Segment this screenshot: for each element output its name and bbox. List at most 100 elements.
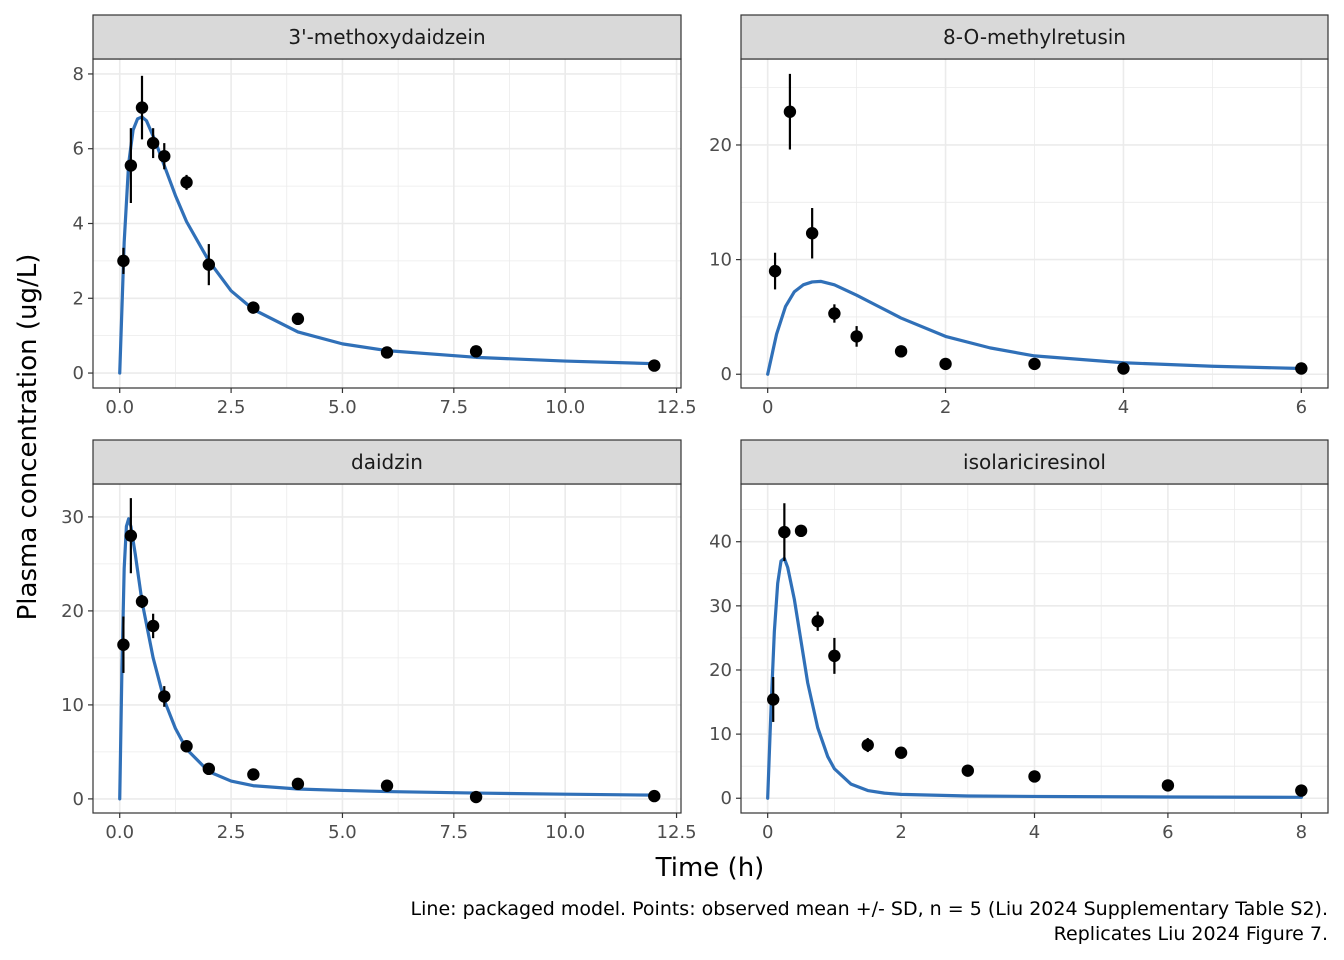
y-tick-label: 0 <box>721 364 732 385</box>
observed-point <box>135 595 149 608</box>
x-tick-label: 4 <box>1118 397 1129 418</box>
observed-point <box>811 615 824 628</box>
observed-point <box>861 738 874 752</box>
facet-strip-label: 3'-methoxydaidzein <box>288 25 485 49</box>
y-tick-label: 10 <box>709 250 732 271</box>
observed-point <box>648 789 661 803</box>
observed-point <box>117 638 130 651</box>
observed-point <box>158 150 171 163</box>
x-tick-label: 4 <box>1029 822 1040 843</box>
y-tick-label: 20 <box>61 601 84 622</box>
y-tick-label: 0 <box>721 788 732 809</box>
caption-line-1: Line: packaged model. Points: observed m… <box>411 898 1328 920</box>
observed-point <box>247 301 260 314</box>
y-tick-label: 40 <box>709 532 732 553</box>
observed-point <box>805 227 819 240</box>
y-tick-label: 20 <box>709 135 732 156</box>
y-tick-label: 30 <box>61 507 84 528</box>
x-tick-label: 12.5 <box>657 822 697 843</box>
x-tick-label: 12.5 <box>657 397 697 418</box>
x-tick-label: 0.0 <box>105 397 134 418</box>
observed-point <box>768 264 782 278</box>
x-tick-label: 10.0 <box>545 397 585 418</box>
facet-strip <box>740 439 1329 485</box>
observed-point <box>767 693 780 706</box>
y-axis-title: Plasma concentration (ug/L) <box>13 254 43 621</box>
caption-line-2: Replicates Liu 2024 Figure 7. <box>1054 923 1328 945</box>
observed-point <box>124 529 138 542</box>
observed-point <box>146 619 160 633</box>
y-tick-label: 0 <box>73 363 84 384</box>
facet-panel-isolariciresinol: 0 2 4 6 8 0 10 20 30 40 isolariciresinol <box>709 439 1329 843</box>
y-tick-label: 30 <box>709 596 732 617</box>
facet-strip <box>740 14 1329 60</box>
observed-point <box>828 649 841 663</box>
observed-point <box>158 690 171 703</box>
x-tick-label: 5.0 <box>328 397 357 418</box>
observed-point <box>202 258 216 271</box>
facet-strip <box>92 439 682 485</box>
facet-strip <box>92 14 682 60</box>
x-tick-label: 5.0 <box>328 822 357 843</box>
x-tick-label: 2 <box>940 397 951 418</box>
observed-point <box>146 136 160 150</box>
x-tick-label: 0 <box>762 397 773 418</box>
model-line-isolariciresinol <box>766 556 1303 800</box>
observed-point <box>939 357 952 371</box>
observed-point <box>1117 362 1130 375</box>
observed-point <box>894 746 908 759</box>
facet-strip-label: 8-O-methylretusin <box>943 25 1126 49</box>
facet-panel-daidzin: 0.0 2.5 5.0 7.5 10.0 12.5 0 10 20 30 daidzin <box>61 439 697 843</box>
observed-point <box>783 105 797 118</box>
observed-point <box>117 254 130 268</box>
observed-point <box>380 346 394 359</box>
observed-point <box>124 159 138 172</box>
facet-panel-3-methoxydaidzein: 0.0 2.5 5.0 7.5 10.0 12.5 0 2 4 6 8 3'-methoxydaidz… <box>73 14 697 418</box>
x-tick-label: 7.5 <box>439 822 468 843</box>
observed-point <box>135 101 149 114</box>
observed-point <box>794 524 808 538</box>
observed-point <box>1161 779 1175 792</box>
observed-point <box>469 790 483 804</box>
observed-point <box>180 176 193 189</box>
observed-point <box>894 345 908 358</box>
observed-point <box>469 345 483 358</box>
x-tick-label: 10.0 <box>545 822 585 843</box>
facet-strip-label: isolariciresinol <box>963 450 1106 474</box>
observed-point <box>291 777 305 791</box>
x-tick-label: 6 <box>1296 397 1307 418</box>
panel-background <box>93 484 681 813</box>
model-line-8-o-methylretusin <box>766 279 1303 376</box>
y-tick-label: 0 <box>73 789 84 810</box>
observed-point <box>961 764 974 777</box>
facet-strip-label: daidzin <box>351 450 423 474</box>
y-tick-label: 10 <box>61 695 84 716</box>
x-tick-label: 2.5 <box>217 822 246 843</box>
observed-point <box>202 762 216 776</box>
x-tick-label: 0.0 <box>105 822 134 843</box>
observed-point <box>1028 770 1041 783</box>
observed-point <box>291 312 305 326</box>
observed-point <box>1295 784 1308 797</box>
observed-point <box>380 779 394 792</box>
observed-point <box>180 740 193 753</box>
observed-point <box>247 768 260 781</box>
x-tick-label: 8 <box>1296 822 1307 843</box>
x-tick-label: 7.5 <box>439 397 468 418</box>
model-line-daidzin <box>118 517 656 801</box>
x-tick-label: 2.5 <box>217 397 246 418</box>
x-axis-title: Time (h) <box>655 853 765 883</box>
x-tick-label: 6 <box>1162 822 1173 843</box>
observed-point <box>648 359 661 372</box>
y-tick-label: 20 <box>709 660 732 681</box>
y-tick-label: 8 <box>73 64 84 85</box>
observed-point <box>828 307 841 320</box>
y-tick-label: 2 <box>73 288 84 309</box>
y-tick-label: 4 <box>73 214 84 235</box>
x-tick-label: 2 <box>895 822 906 843</box>
x-tick-label: 0 <box>762 822 773 843</box>
y-tick-label: 10 <box>709 724 732 745</box>
y-tick-label: 6 <box>73 139 84 160</box>
observed-point <box>778 525 791 539</box>
